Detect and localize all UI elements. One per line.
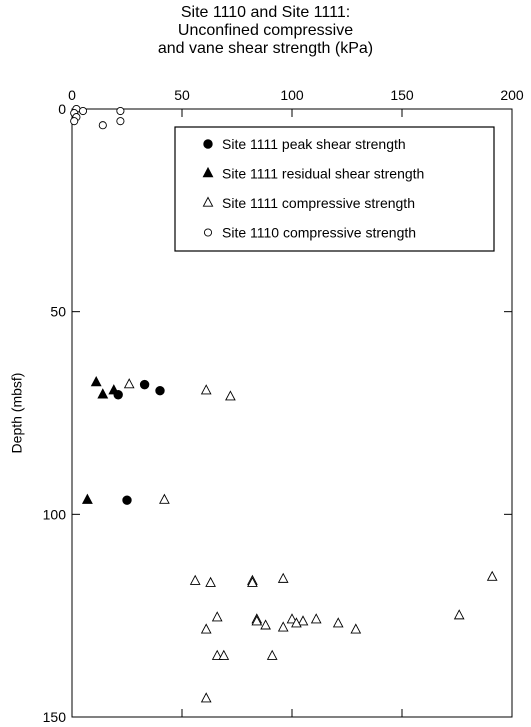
legend-marker — [203, 228, 213, 237]
data-point-series-1 — [155, 386, 165, 396]
data-point-series-3 — [350, 623, 362, 634]
chart-title-line-2: Unconfined compressive — [177, 22, 354, 39]
legend-label: Site 1111 compressive strength — [222, 195, 415, 211]
data-point-series-4 — [78, 106, 88, 116]
data-point-series-3 — [251, 615, 263, 626]
data-point-series-3 — [189, 574, 201, 585]
data-point-series-4 — [70, 117, 79, 126]
data-point-series-3 — [291, 617, 302, 628]
data-point-series-3 — [277, 572, 289, 583]
y-tick-label: 0 — [58, 101, 66, 117]
legend-marker — [202, 166, 214, 178]
x-tick-label: 0 — [68, 87, 76, 103]
data-point-series-3 — [211, 611, 223, 622]
data-point-series-3 — [247, 576, 258, 587]
data-point-series-2 — [108, 384, 120, 395]
data-point-series-3 — [332, 617, 344, 628]
data-point-series-4 — [116, 106, 125, 116]
legend-label: Site 1111 residual shear strength — [222, 166, 424, 182]
data-point-series-3 — [453, 609, 465, 620]
data-point-series-4 — [98, 121, 107, 130]
chart-title-line-1: Site 1110 and Site 1111: — [180, 4, 351, 21]
data-point-series-3 — [286, 613, 298, 624]
y-tick-label: 150 — [43, 709, 67, 725]
data-point-series-3 — [211, 649, 223, 660]
x-tick-label: 200 — [500, 87, 524, 103]
data-point-series-3 — [200, 692, 212, 703]
data-point-series-3 — [486, 570, 498, 581]
data-point-series-3 — [200, 384, 212, 395]
legend-label: Site 1110 compressive strength — [222, 225, 416, 241]
data-point-series-3 — [205, 576, 216, 587]
data-point-series-3 — [310, 613, 322, 624]
data-point-series-3 — [123, 378, 135, 389]
data-point-series-3 — [277, 621, 289, 632]
data-point-series-2 — [90, 376, 102, 387]
y-tick-label: 50 — [50, 304, 66, 320]
data-point-series-3 — [159, 493, 170, 504]
data-point-series-1 — [139, 379, 150, 390]
legend-box — [174, 126, 495, 252]
y-axis-label: Depth (mbsf) — [9, 373, 25, 454]
legend-label: Site 1111 peak shear strength — [222, 136, 406, 152]
y-tick-label: 100 — [43, 506, 67, 522]
data-point-series-3 — [218, 649, 230, 660]
x-tick-label: 150 — [390, 87, 414, 103]
data-point-series-3 — [266, 649, 278, 660]
data-point-series-1 — [122, 495, 132, 505]
x-tick-label: 100 — [280, 87, 304, 103]
data-point-series-2 — [81, 493, 93, 504]
data-point-series-3 — [260, 619, 271, 630]
data-point-series-4 — [116, 117, 125, 126]
legend-marker — [203, 139, 213, 149]
chart-title-line-3: and vane shear strength (kPa) — [157, 40, 374, 57]
legend-marker — [202, 196, 214, 207]
x-tick-label: 50 — [174, 87, 190, 103]
data-point-series-2 — [97, 388, 109, 399]
data-point-series-3 — [200, 623, 212, 634]
data-point-series-3 — [225, 390, 236, 401]
data-point-series-3 — [297, 615, 309, 626]
